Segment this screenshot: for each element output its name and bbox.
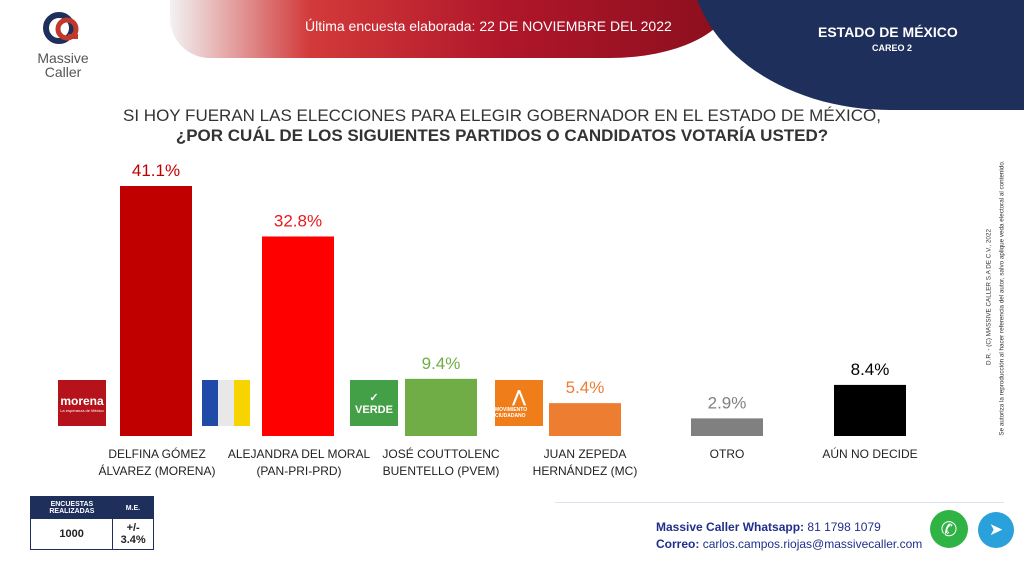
bar-value-label-5: 2.9% — [708, 393, 747, 412]
candidate-label-line1: AÚN NO DECIDE — [822, 447, 918, 461]
candidate-label-line1: DELFINA GÓMEZ — [108, 447, 206, 461]
survey-info-table: ENCUESTAS REALIZADAS M.E. 1000 +/- 3.4% — [30, 496, 154, 550]
pan-logo-stripe — [202, 380, 218, 426]
bar-3 — [405, 378, 477, 436]
massive-caller-logo: Massive Caller — [30, 10, 96, 79]
candidate-label: JUAN ZEPEDA HERNÁNDEZ (MC) — [510, 446, 660, 480]
morena-logo-tagline: La esperanza de México — [60, 407, 104, 413]
whatsapp-label: Massive Caller Whatsapp: — [656, 520, 805, 534]
telegram-icon[interactable]: ➤ — [978, 512, 1014, 548]
scenario-label: CAREO 2 — [872, 43, 913, 53]
state-title: ESTADO DE MÉXICO — [818, 24, 958, 40]
pan-pri-prd-logo — [202, 380, 250, 426]
pri-logo-stripe — [218, 380, 234, 426]
candidate-label-line1: JOSÉ COUTTOLENC — [382, 447, 500, 461]
candidate-label-line2: BUENTELLO (PVEM) — [382, 464, 500, 478]
candidate-label: JOSÉ COUTTOLENC BUENTELLO (PVEM) — [366, 446, 516, 480]
candidate-label-line2: ÁLVAREZ (MORENA) — [98, 464, 216, 478]
candidate-label: ALEJANDRA DEL MORAL (PAN-PRI-PRD) — [224, 446, 374, 480]
candidate-label-line1: OTRO — [709, 447, 745, 461]
mc-logo: ⋀ MOVIMIENTO CIUDADANO — [495, 380, 543, 426]
morena-logo: morena La esperanza de México — [58, 380, 106, 426]
footer-separator — [555, 502, 1004, 503]
email-address[interactable]: carlos.campos.riojas@massivecaller.com — [702, 537, 923, 551]
whatsapp-icon[interactable]: ✆ — [930, 510, 968, 548]
bar-value-label-2: 32.8% — [274, 211, 322, 230]
survey-date: Última encuesta elaborada: 22 DE NOVIEMB… — [305, 18, 672, 34]
mc-logo-text: MOVIMIENTO CIUDADANO — [495, 407, 528, 419]
question-line-1: SI HOY FUERAN LAS ELECCIONES PARA ELEGIR… — [123, 106, 881, 125]
bar-value-label-4: 5.4% — [566, 378, 605, 397]
candidate-label-line2: HERNÁNDEZ (MC) — [532, 464, 638, 478]
bar-2 — [262, 236, 334, 436]
logo-sub: Caller — [44, 64, 82, 80]
whatsapp-number[interactable]: 81 1798 1079 — [807, 520, 881, 534]
logo-icon — [43, 12, 79, 44]
bar-5 — [691, 418, 763, 436]
verde-logo-mark: ✓ — [369, 391, 379, 404]
margin-header: M.E. — [112, 496, 154, 519]
whatsapp-contact: Massive Caller Whatsapp: 81 1798 1079 — [656, 520, 881, 534]
legal-line-2: D.R. - (C) MASSIVE CALLER S.A DE C.V., 2… — [985, 229, 993, 365]
bar-value-label-1: 41.1% — [132, 161, 180, 180]
prd-logo-stripe — [234, 380, 250, 426]
margin-of-error: +/- 3.4% — [112, 519, 154, 550]
surveys-header: ENCUESTAS REALIZADAS — [30, 496, 113, 519]
surveys-count: 1000 — [30, 519, 114, 550]
candidate-label-line1: JUAN ZEPEDA — [543, 447, 627, 461]
candidate-label: AÚN NO DECIDE — [795, 446, 945, 463]
legal-note: Se autoriza la reproducción al hacer ref… — [996, 118, 1008, 478]
legal-line-1: Se autoriza la reproducción al hacer ref… — [998, 160, 1006, 436]
morena-logo-text: morena — [60, 393, 104, 408]
bar-value-label-3: 9.4% — [422, 354, 461, 373]
mc-eagle-icon: ⋀ — [512, 389, 526, 406]
email-label: Correo: — [656, 537, 700, 551]
email-contact: Correo: carlos.campos.riojas@massivecall… — [656, 537, 922, 551]
bar-4 — [549, 403, 621, 436]
bar-6 — [834, 384, 906, 436]
candidate-label: OTRO — [652, 446, 802, 463]
bar-value-label-6: 8.4% — [851, 360, 890, 379]
question-line-2: ¿POR CUÁL DE LOS SIGUIENTES PARTIDOS O C… — [175, 126, 829, 145]
copyright-note: D.R. - (C) MASSIVE CALLER S.A DE C.V., 2… — [983, 212, 995, 382]
verde-logo-text: VERDE — [355, 403, 393, 416]
header-red-band — [170, 0, 730, 58]
logo-name: Massive — [37, 50, 89, 66]
candidate-label-line2: (PAN-PRI-PRD) — [256, 464, 342, 478]
bar-1 — [120, 186, 192, 436]
candidate-label: DELFINA GÓMEZ ÁLVAREZ (MORENA) — [82, 446, 232, 480]
candidate-label-line1: ALEJANDRA DEL MORAL — [227, 447, 371, 461]
verde-logo: ✓ VERDE — [350, 380, 398, 426]
